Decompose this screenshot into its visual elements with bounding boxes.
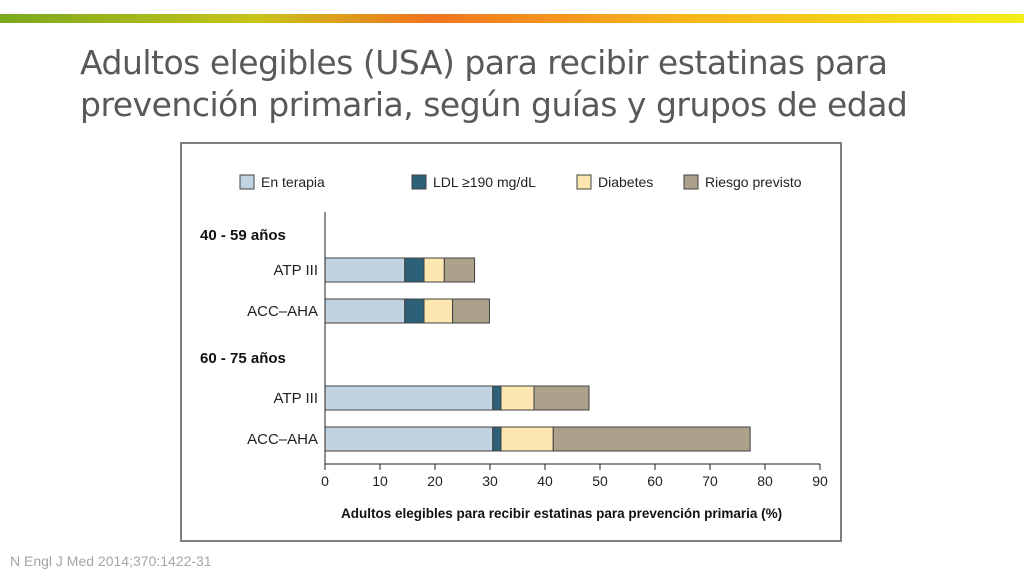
row-label-2-2: ACC–AHA xyxy=(247,431,318,448)
legend-label-1: En terapia xyxy=(261,174,325,190)
legend-swatch-4 xyxy=(683,174,699,190)
legend-swatch-1 xyxy=(239,174,255,190)
bar-segment-2-1-4 xyxy=(533,385,590,411)
x-tick-label-60: 60 xyxy=(647,473,663,489)
top-accent-bar xyxy=(0,14,1024,23)
bar-segment-1-1-2 xyxy=(404,257,425,283)
legend-swatch-2 xyxy=(411,174,427,190)
stacked-bar-chart: En terapia LDL ≥190 mg/dL Diabetes Riesgo p… xyxy=(200,174,828,521)
legend-label-2: LDL ≥190 mg/dL xyxy=(433,174,536,190)
x-axis-title: Adultos elegibles para recibir estatinas… xyxy=(341,506,782,521)
row-label-1-2: ACC–AHA xyxy=(247,303,318,320)
x-tick-label-40: 40 xyxy=(537,473,553,489)
bar-segment-1-2-3 xyxy=(423,298,454,324)
x-tick-label-20: 20 xyxy=(427,473,443,489)
slide-title: Adultos elegibles (USA) para recibir est… xyxy=(80,43,908,124)
x-tick-label-80: 80 xyxy=(757,473,773,489)
x-tick-label-50: 50 xyxy=(592,473,608,489)
legend-label-3: Diabetes xyxy=(598,174,653,190)
bar-segment-2-1-2 xyxy=(492,385,502,411)
row-label-2-1: ATP III xyxy=(274,390,318,407)
x-tick-label-30: 30 xyxy=(482,473,498,489)
legend-label-4: Riesgo previsto xyxy=(705,174,802,190)
x-tick-label-0: 0 xyxy=(321,473,329,489)
bar-segment-2-2-2 xyxy=(492,426,502,452)
citation: N Engl J Med 2014;370:1422-31 xyxy=(10,553,212,569)
chart-frame: En terapia LDL ≥190 mg/dL Diabetes Riesgo p… xyxy=(180,142,842,542)
bar-segment-2-1-1 xyxy=(324,385,494,411)
x-tick-label-10: 10 xyxy=(372,473,388,489)
bar-segment-2-2-3 xyxy=(500,426,554,452)
legend-swatch-3 xyxy=(576,174,592,190)
row-label-1-1: ATP III xyxy=(274,262,318,279)
group-title-2: 60 - 75 años xyxy=(200,350,286,367)
group-title-1: 40 - 59 años xyxy=(200,227,286,244)
bar-segment-1-2-1 xyxy=(324,298,406,324)
bar-segment-2-1-3 xyxy=(500,385,535,411)
bar-segment-1-1-1 xyxy=(324,257,406,283)
bar-segment-1-2-2 xyxy=(404,298,425,324)
x-tick-label-90: 90 xyxy=(812,473,828,489)
x-tick-label-70: 70 xyxy=(702,473,718,489)
bar-segment-1-1-4 xyxy=(443,257,476,283)
bar-segment-2-2-4 xyxy=(552,426,751,452)
bar-segment-1-2-4 xyxy=(452,298,490,324)
bar-segment-1-1-3 xyxy=(423,257,445,283)
bar-segment-2-2-1 xyxy=(324,426,494,452)
